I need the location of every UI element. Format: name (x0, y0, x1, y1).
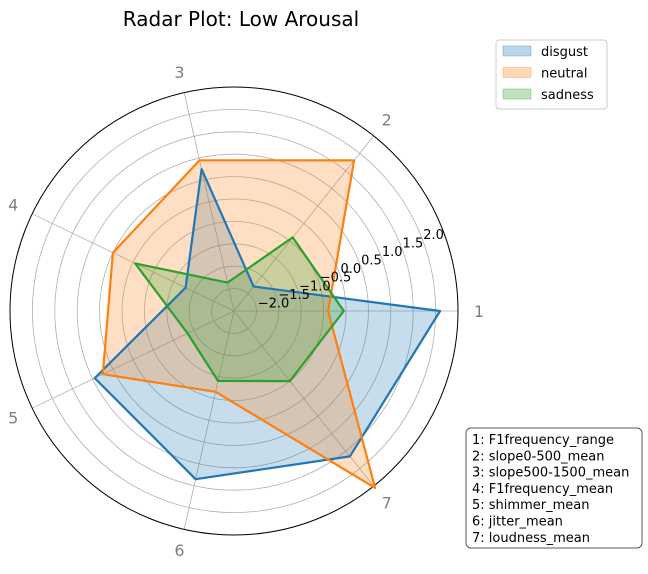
legend-swatch-sadness (502, 88, 532, 100)
radial-tick-label: 0.5 (361, 254, 382, 269)
radial-tick-label: −2.0 (258, 296, 290, 311)
feature-key-line: 2: slope0-500_mean (472, 449, 605, 464)
feature-key-line: 6: jitter_mean (472, 515, 563, 530)
legend-label-disgust: disgust (541, 45, 588, 60)
radial-tick-label: 1.0 (382, 245, 403, 260)
radial-tick-label: −1.5 (278, 288, 310, 303)
category-label: 1 (474, 302, 484, 321)
series-fill-disgust (94, 169, 441, 480)
series-line-neutral (101, 159, 377, 489)
legend: disgust neutral sadness (495, 39, 608, 110)
feature-key-line: 4: F1frequency_mean (472, 482, 613, 497)
outer-frame (9, 86, 459, 536)
series-fill-sadness (135, 237, 344, 382)
series-line-sadness (134, 236, 345, 383)
grid-spoke (183, 92, 235, 312)
grid-spoke (32, 310, 235, 409)
grid-spoke (233, 135, 374, 312)
series-fills (94, 160, 441, 488)
category-label: 3 (174, 63, 184, 82)
legend-label-neutral: neutral (541, 67, 588, 82)
series-fill-neutral (102, 160, 376, 488)
radial-tick-label: −0.5 (320, 271, 352, 286)
legend-frame (495, 39, 608, 110)
radial-tick-label: 0.0 (340, 262, 361, 277)
radial-tick-label: 1.5 (403, 236, 424, 251)
legend-swatch-neutral (502, 67, 532, 78)
feature-key-line: 1: F1frequency_range (472, 433, 614, 448)
legend-label-sadness: sadness (541, 88, 594, 103)
category-label: 2 (382, 110, 392, 129)
axis-labels: 1 2 3 4 5 6 7 −2.0−1.5−1.0−0.50.00.51.01.52.0 (8, 63, 484, 560)
feature-key-frame (465, 427, 643, 549)
grid-spoke (183, 310, 235, 530)
series-line-disgust (93, 168, 442, 481)
legend-swatch-disgust (502, 45, 532, 57)
category-label: 7 (382, 494, 392, 513)
series-lines (93, 159, 442, 489)
category-label: 5 (8, 408, 18, 427)
radial-tick-label: −1.0 (299, 279, 331, 294)
category-label: 6 (174, 541, 184, 560)
grid-spoke (32, 213, 235, 312)
feature-key-line: 7: loudness_mean (472, 531, 590, 546)
radial-tick-label: 2.0 (423, 228, 444, 243)
category-label: 4 (8, 196, 18, 215)
chart-title: Radar Plot: Low Arousal (123, 7, 359, 31)
feature-key-line: 3: slope500-1500_mean (472, 466, 629, 481)
feature-key-line: 5: shimmer_mean (472, 498, 589, 513)
